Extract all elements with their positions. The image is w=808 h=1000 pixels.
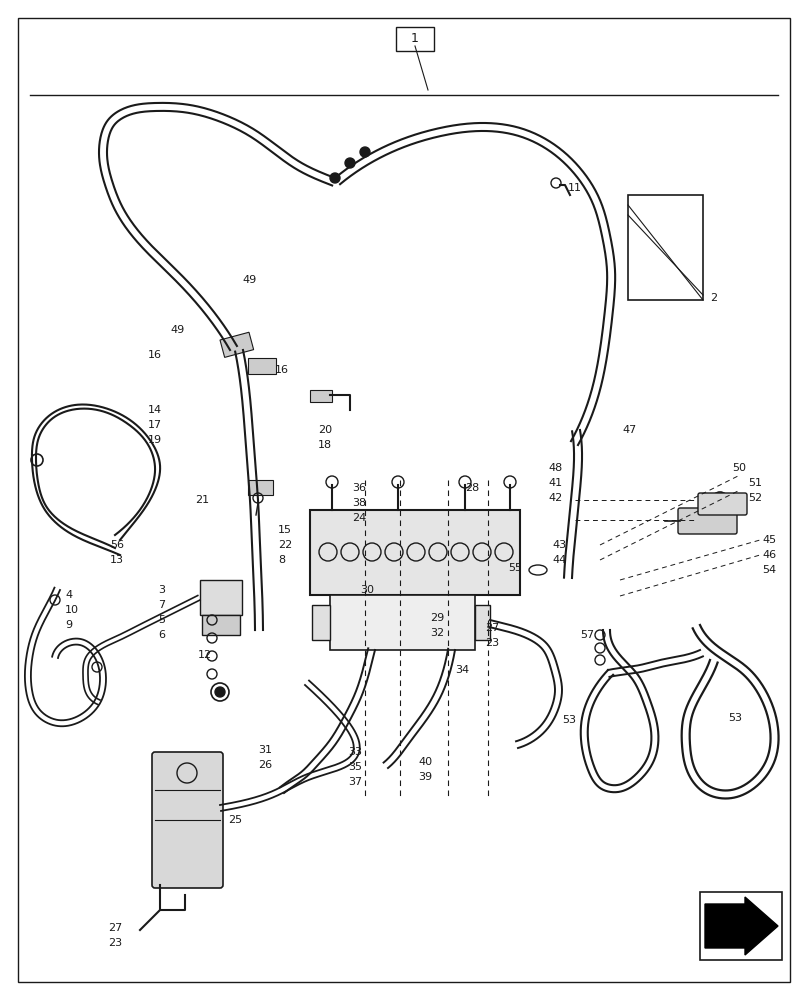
Bar: [200, 580, 242, 615]
Text: 52: 52: [748, 493, 762, 503]
Text: 25: 25: [228, 815, 242, 825]
Text: 12: 12: [198, 650, 213, 660]
FancyBboxPatch shape: [152, 752, 223, 888]
Text: 30: 30: [360, 585, 374, 595]
Text: 23: 23: [108, 938, 122, 948]
Text: 19: 19: [148, 435, 162, 445]
Text: 39: 39: [418, 772, 432, 782]
Text: 54: 54: [762, 565, 776, 575]
Polygon shape: [705, 897, 778, 955]
Text: 56: 56: [110, 540, 124, 550]
Text: 31: 31: [258, 745, 272, 755]
Text: 16: 16: [275, 365, 289, 375]
Text: 49: 49: [170, 325, 184, 335]
Text: 41: 41: [548, 478, 562, 488]
Text: 22: 22: [278, 540, 292, 550]
Text: 38: 38: [352, 498, 366, 508]
Text: 28: 28: [465, 483, 479, 493]
Circle shape: [330, 173, 340, 183]
Circle shape: [215, 687, 225, 697]
Text: 5: 5: [158, 615, 165, 625]
Text: 11: 11: [568, 183, 582, 193]
Text: 27: 27: [485, 623, 499, 633]
Bar: [310, 510, 520, 595]
Bar: [220, 332, 254, 357]
Text: 40: 40: [418, 757, 432, 767]
Bar: [700, 892, 782, 960]
Bar: [248, 480, 273, 495]
Bar: [310, 390, 332, 402]
Bar: [202, 615, 240, 635]
Text: 55: 55: [508, 563, 522, 573]
Text: 37: 37: [348, 777, 362, 787]
Text: 44: 44: [552, 555, 566, 565]
Text: 17: 17: [148, 420, 162, 430]
Bar: [248, 358, 276, 374]
Text: 33: 33: [348, 747, 362, 757]
Bar: [312, 605, 330, 640]
Text: 57: 57: [580, 630, 594, 640]
Text: 4: 4: [65, 590, 72, 600]
Text: 35: 35: [348, 762, 362, 772]
Text: 34: 34: [455, 665, 469, 675]
Bar: [475, 605, 490, 640]
Text: 36: 36: [352, 483, 366, 493]
Text: 13: 13: [110, 555, 124, 565]
Text: 32: 32: [430, 628, 444, 638]
FancyBboxPatch shape: [698, 493, 747, 515]
Text: 7: 7: [158, 600, 165, 610]
Text: 2: 2: [710, 293, 718, 303]
Text: 42: 42: [548, 493, 562, 503]
Text: 43: 43: [552, 540, 566, 550]
Bar: [628, 195, 703, 300]
Circle shape: [360, 147, 370, 157]
Text: 45: 45: [762, 535, 776, 545]
Text: 48: 48: [548, 463, 562, 473]
Text: 20: 20: [318, 425, 332, 435]
Text: 14: 14: [148, 405, 162, 415]
Text: 24: 24: [352, 513, 366, 523]
Text: 8: 8: [278, 555, 285, 565]
Text: 26: 26: [258, 760, 272, 770]
Text: 18: 18: [318, 440, 332, 450]
Text: 53: 53: [728, 713, 742, 723]
FancyBboxPatch shape: [396, 27, 434, 51]
Text: 21: 21: [195, 495, 209, 505]
Text: 1: 1: [411, 32, 419, 45]
FancyBboxPatch shape: [678, 508, 737, 534]
Text: 6: 6: [158, 630, 165, 640]
Text: 27: 27: [108, 923, 122, 933]
Bar: [330, 595, 475, 650]
Text: 16: 16: [148, 350, 162, 360]
Text: 53: 53: [562, 715, 576, 725]
Text: 49: 49: [242, 275, 256, 285]
Text: 15: 15: [278, 525, 292, 535]
Text: 51: 51: [748, 478, 762, 488]
Text: 9: 9: [65, 620, 72, 630]
Text: 10: 10: [65, 605, 79, 615]
Text: 47: 47: [622, 425, 636, 435]
Text: 46: 46: [762, 550, 776, 560]
Text: 23: 23: [485, 638, 499, 648]
Text: 3: 3: [158, 585, 165, 595]
Text: 29: 29: [430, 613, 444, 623]
Circle shape: [345, 158, 355, 168]
Text: 50: 50: [732, 463, 746, 473]
